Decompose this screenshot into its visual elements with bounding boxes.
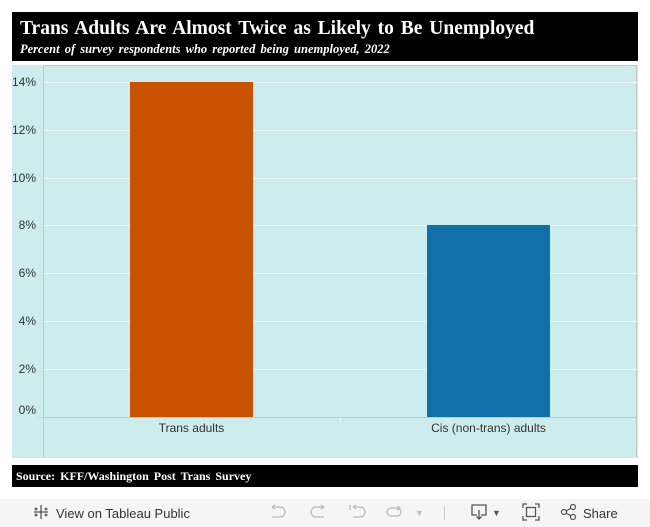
x-axis-line — [44, 417, 637, 418]
source-bar: Source: KFF/Washington Post Trans Survey — [12, 465, 638, 487]
title-bar: Trans Adults Are Almost Twice as Likely … — [12, 12, 638, 61]
gridline — [44, 130, 637, 131]
y-tick — [38, 417, 43, 418]
fullscreen-button[interactable] — [522, 499, 540, 527]
toolbar-separator — [444, 499, 445, 527]
download-button[interactable]: ▼ — [470, 499, 501, 527]
y-tick-label: 8% — [18, 218, 36, 232]
chart-title: Trans Adults Are Almost Twice as Likely … — [20, 18, 535, 39]
undo-icon — [268, 503, 288, 523]
gridline — [44, 178, 637, 179]
revert-button[interactable] — [348, 499, 368, 527]
share-label: Share — [583, 505, 618, 521]
y-tick-label: 14% — [12, 75, 37, 89]
y-tick-label: 0% — [18, 403, 36, 417]
gridline — [44, 321, 637, 322]
revert-icon — [348, 503, 368, 523]
y-tick-label: 10% — [12, 171, 37, 185]
tableau-toolbar: View on Tableau Public ▼ ▼ Share — [0, 499, 650, 527]
dropdown-icon: ▼ — [415, 508, 424, 518]
plot-area — [43, 65, 637, 458]
gridline — [44, 273, 637, 274]
download-icon — [470, 503, 490, 524]
y-tick-label: 2% — [18, 362, 36, 376]
y-tick-label: 12% — [12, 123, 37, 137]
gridline — [44, 82, 637, 83]
refresh-button[interactable] — [385, 499, 405, 527]
view-on-tableau-button[interactable]: View on Tableau Public — [32, 499, 190, 527]
y-tick-label: 6% — [18, 266, 36, 280]
chart-subtitle: Percent of survey respondents who report… — [20, 42, 390, 56]
bar-cis-adults[interactable] — [427, 225, 550, 417]
y-tick-label: 4% — [18, 314, 36, 328]
x-label-trans-adults: Trans adults — [158, 421, 225, 435]
x-label-cis-adults: Cis (non-trans) adults — [431, 421, 546, 435]
fullscreen-icon — [522, 502, 540, 524]
source-text: Source: KFF/Washington Post Trans Survey — [16, 469, 252, 483]
undo-button[interactable] — [268, 499, 288, 527]
dropdown-icon: ▼ — [492, 508, 501, 518]
refresh-dropdown[interactable]: ▼ — [415, 499, 424, 527]
redo-button[interactable] — [308, 499, 328, 527]
bar-trans-adults[interactable] — [130, 82, 253, 417]
share-button[interactable]: Share — [560, 499, 618, 527]
gridline — [44, 225, 637, 226]
view-on-tableau-label: View on Tableau Public — [56, 505, 190, 521]
tableau-logo-icon — [32, 503, 50, 524]
gridline — [44, 369, 637, 370]
refresh-icon — [385, 504, 405, 523]
x-tick — [340, 418, 341, 421]
redo-icon — [308, 503, 328, 523]
share-icon — [560, 503, 578, 524]
